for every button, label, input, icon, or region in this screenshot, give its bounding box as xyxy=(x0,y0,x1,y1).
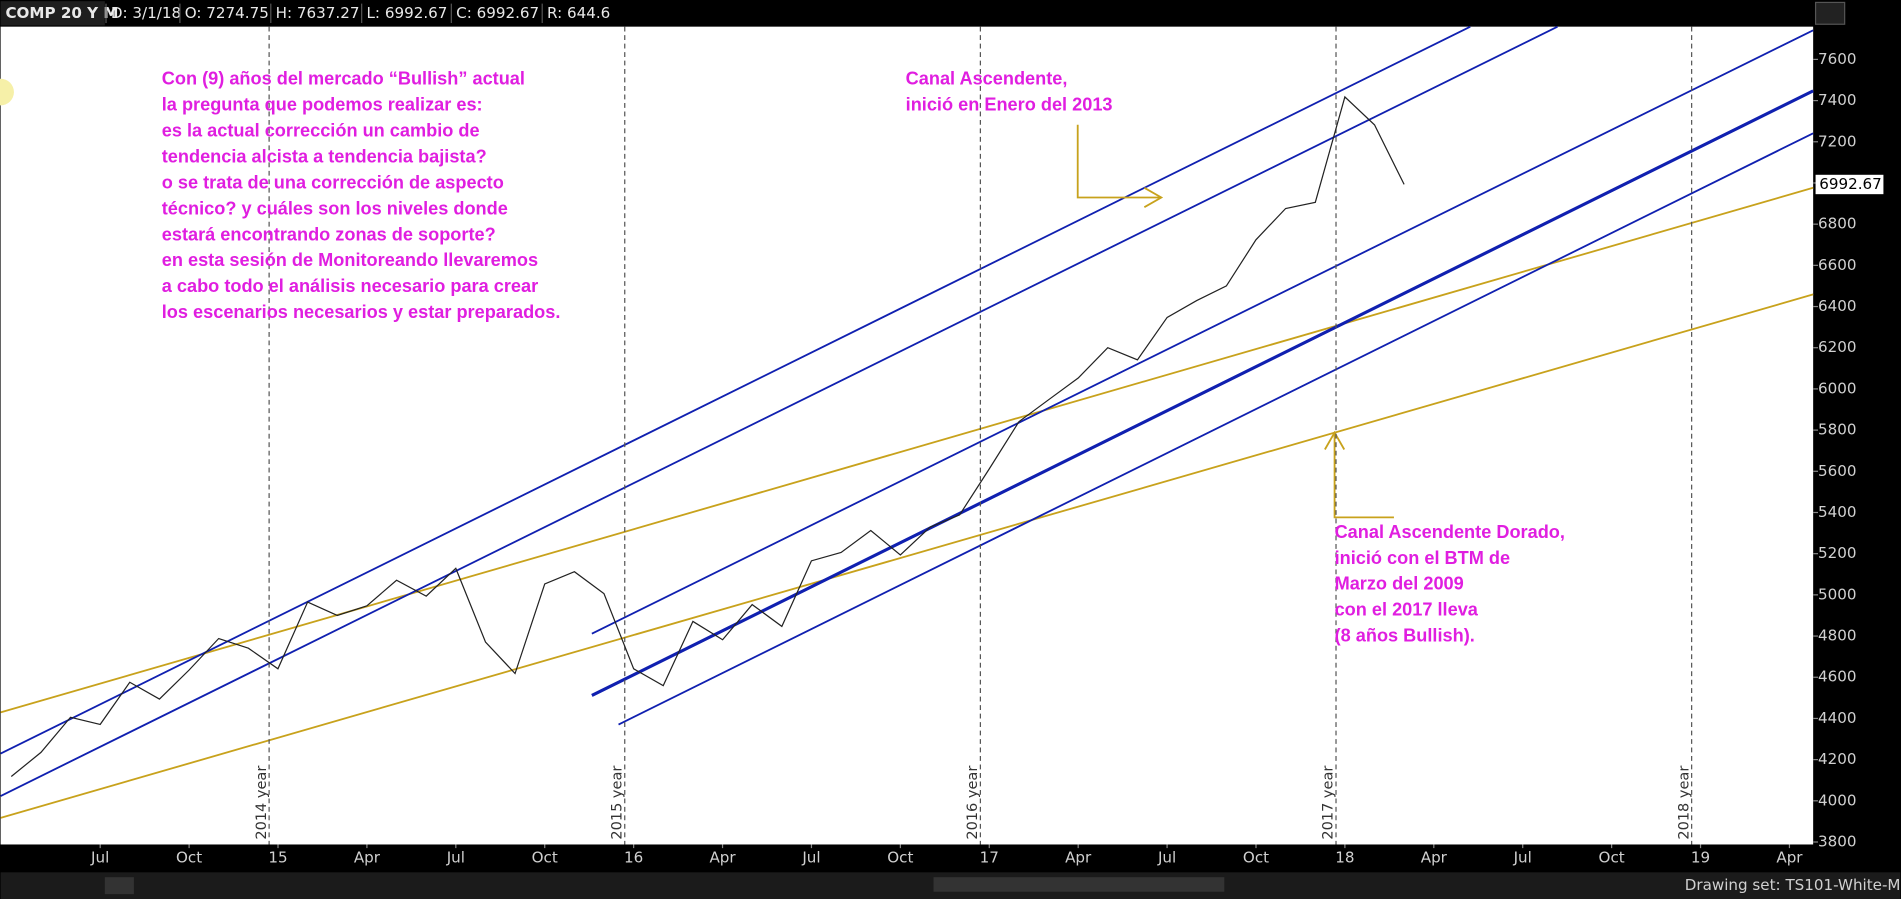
x-tick-label: 17 xyxy=(980,848,999,866)
x-tick-label: Jul xyxy=(1513,848,1532,866)
y-tick-label: 4000 xyxy=(1818,791,1856,809)
chart-style-button[interactable] xyxy=(1814,1,1846,25)
y-tick-label: 3800 xyxy=(1818,833,1856,851)
y-tick-label: 5400 xyxy=(1818,503,1856,521)
annotation: la pregunta que podemos realizar es: xyxy=(162,95,483,115)
x-tick-label: 18 xyxy=(1335,848,1354,866)
symbol: COMP 20 Y M xyxy=(5,4,118,22)
x-tick-label: Oct xyxy=(1599,848,1625,866)
annotation: con el 2017 lleva xyxy=(1335,600,1479,620)
year-label: 2016 year xyxy=(965,766,981,840)
header-field: D: 3/1/18 xyxy=(111,4,181,22)
drawing-set: Drawing set: TS101-White-M... xyxy=(1685,876,1901,894)
x-tick-label: 15 xyxy=(268,848,287,866)
annotation: inició con el BTM de xyxy=(1335,548,1511,568)
blue-channel-line xyxy=(0,25,1471,755)
x-tick-label: Oct xyxy=(1243,848,1269,866)
x-tick-label: Apr xyxy=(1421,848,1448,866)
x-tick-label: 16 xyxy=(624,848,643,866)
y-tick-label: 4800 xyxy=(1818,627,1856,645)
header-field: R: 644.6 xyxy=(547,4,610,22)
y-tick-label: 5200 xyxy=(1818,544,1856,562)
annotation: Canal Ascendente, xyxy=(906,69,1068,89)
annotation: Con (9) años del mercado “Bullish” actua… xyxy=(162,69,525,89)
arrow xyxy=(1333,432,1394,519)
marker-dot xyxy=(0,78,14,106)
symbol-box xyxy=(0,1,105,26)
y-tick-label: 4400 xyxy=(1818,709,1856,727)
header-field: O: 7274.75 xyxy=(185,4,269,22)
arrow-head xyxy=(1324,430,1346,450)
annotation: inició en Enero del 2013 xyxy=(906,95,1113,115)
gold-channel-lower xyxy=(0,293,1814,819)
y-tick-label: 7600 xyxy=(1818,50,1856,68)
last-price-label: 6992.67 xyxy=(1819,175,1882,193)
annotation: en esta sesión de Monitoreando llevaremo… xyxy=(162,250,538,270)
y-tick-label: 4200 xyxy=(1818,750,1856,768)
header-field: C: 6992.67 xyxy=(456,4,539,22)
year-label: 2014 year xyxy=(254,766,270,840)
annotation: o se trata de una corrección de aspecto xyxy=(162,172,504,192)
year-label: 2015 year xyxy=(609,766,625,840)
y-tick-label: 5000 xyxy=(1818,585,1856,603)
x-tick-label: 19 xyxy=(1691,848,1710,866)
x-tick-label: Apr xyxy=(354,848,381,866)
y-tick-label: 6400 xyxy=(1818,297,1856,315)
y-tick-label: 6600 xyxy=(1818,256,1856,274)
y-tick-label: 6800 xyxy=(1818,215,1856,233)
collapse-button[interactable] xyxy=(104,877,134,895)
y-tick-label: 5800 xyxy=(1818,421,1856,439)
x-tick-label: Jul xyxy=(1157,848,1176,866)
x-tick-label: Apr xyxy=(1065,848,1092,866)
y-tick-label: 6200 xyxy=(1818,338,1856,356)
header-field: H: 7637.27 xyxy=(276,4,360,22)
y-tick-label: 6000 xyxy=(1818,379,1856,397)
annotation: Marzo del 2009 xyxy=(1335,574,1464,594)
header-field: L: 6992.67 xyxy=(367,4,448,22)
scrollbar[interactable] xyxy=(933,877,1225,892)
x-tick-label: Jul xyxy=(801,848,820,866)
annotation: (8 años Bullish). xyxy=(1335,626,1475,646)
arrow xyxy=(1076,124,1162,199)
annotation: tendencia alcista a tendencia bajista? xyxy=(162,147,487,167)
x-tick-label: Apr xyxy=(709,848,736,866)
annotation: es la actual corrección un cambio de xyxy=(162,121,480,141)
y-tick-label: 4600 xyxy=(1818,668,1856,686)
annotation: los escenarios necesarios y estar prepar… xyxy=(162,302,561,322)
annotation: Canal Ascendente Dorado, xyxy=(1335,522,1565,542)
last-price-tag xyxy=(1815,174,1884,195)
blue-channel-line xyxy=(0,25,1558,797)
gold-channel-upper xyxy=(0,186,1814,714)
x-tick-label: Jul xyxy=(90,848,109,866)
year-label: 2018 year xyxy=(1676,766,1692,840)
y-tick-label: 7400 xyxy=(1818,91,1856,109)
x-tick-label: Oct xyxy=(887,848,913,866)
x-tick-label: Apr xyxy=(1776,848,1803,866)
plot: 2014 year 2015 year 2016 year 2017 year 2018… xyxy=(0,25,1814,845)
annotation: a cabo todo el análisis necesario para c… xyxy=(162,276,538,296)
y-tick-label: 5600 xyxy=(1818,462,1856,480)
blue-channel-line xyxy=(591,29,1814,635)
year-label: 2017 year xyxy=(1321,766,1337,840)
price-line xyxy=(10,95,1405,777)
annotation: estará encontrando zonas de soporte? xyxy=(162,224,496,244)
x-tick-label: Jul xyxy=(446,848,465,866)
blue-channel-mid xyxy=(591,89,1814,697)
arrow-head xyxy=(1143,187,1164,208)
annotation: técnico? y cuáles son los niveles donde xyxy=(162,198,508,218)
x-tick-label: Oct xyxy=(176,848,202,866)
y-tick-label: 7200 xyxy=(1818,132,1856,150)
plot-area xyxy=(0,26,1814,845)
x-tick-label: Oct xyxy=(532,848,558,866)
blue-channel-line xyxy=(618,132,1814,726)
